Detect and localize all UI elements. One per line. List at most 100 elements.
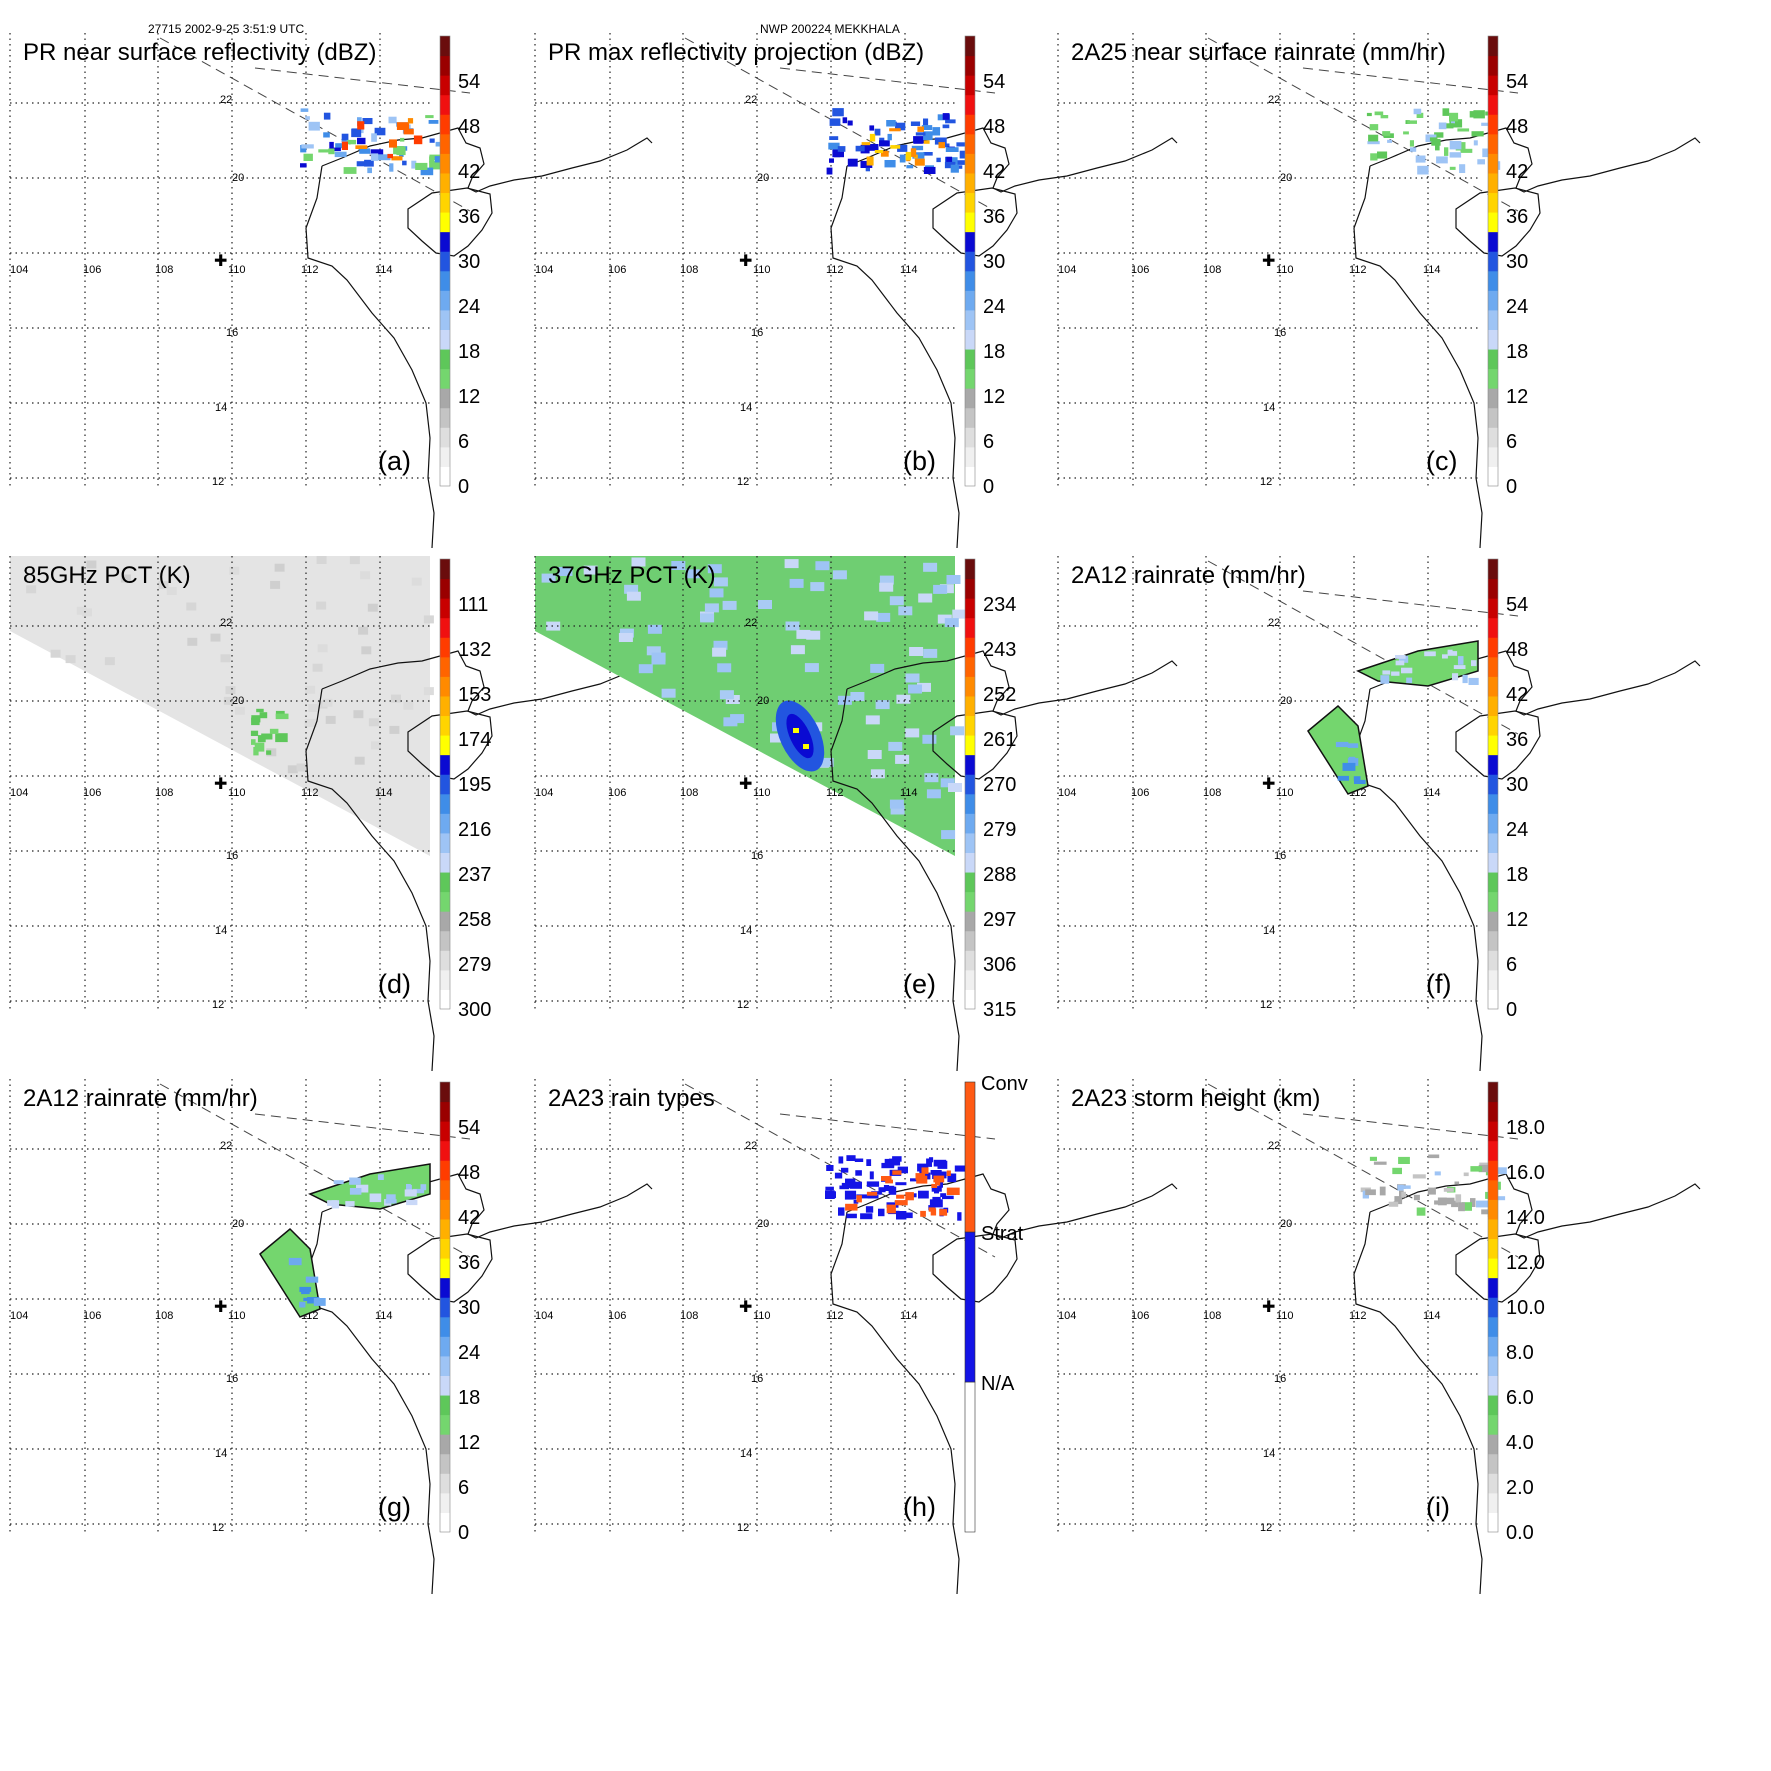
colorbar-segment	[1488, 192, 1498, 213]
rainrate-pixel	[1460, 148, 1473, 153]
reflectivity-pixel	[923, 131, 933, 141]
rainrate-pixel	[1471, 131, 1484, 137]
colorbar-segment	[965, 192, 975, 213]
rainrate-pixel	[1481, 122, 1491, 126]
colorbar-segment	[440, 930, 450, 951]
colorbar-segment	[964, 1081, 976, 1233]
lon-label: 110	[753, 787, 771, 799]
rainrate-pixel	[1431, 138, 1441, 146]
colorbar-segment	[1488, 1395, 1498, 1416]
colorbar-segment	[1488, 1375, 1498, 1396]
lon-label: 114	[1423, 1310, 1441, 1322]
rainrate-pixel	[1415, 155, 1426, 163]
lon-label: 112	[826, 787, 844, 799]
tmi-pixel	[950, 726, 965, 736]
colorbar-segment	[1488, 969, 1498, 990]
reflectivity-pixel	[829, 136, 839, 140]
colorbar-segment	[440, 832, 450, 853]
colorbar-tick: 6	[1506, 431, 1517, 453]
colorbar-tick: 54	[1506, 71, 1528, 93]
reflectivity-pixel	[869, 125, 875, 131]
swath-edge	[1302, 67, 1519, 94]
lon-label: 112	[301, 264, 319, 276]
colorbar-tick: 36	[458, 1252, 480, 1274]
colorbar-tick: 315	[983, 999, 1016, 1021]
lon-label: 110	[1276, 1310, 1294, 1322]
reflectivity-pixel	[826, 167, 833, 175]
tmi-pixel	[316, 556, 327, 564]
reflectivity-pixel	[335, 143, 343, 149]
reflectivity-pixel	[913, 138, 923, 144]
lat-label: 12	[1260, 476, 1272, 488]
colorbar-tick: 18	[1506, 864, 1528, 886]
tmi-pixel	[806, 630, 821, 640]
colorbar-frame	[964, 35, 976, 487]
colorbar-segment	[440, 1297, 450, 1318]
panel-title: 37GHz PCT (K)	[548, 562, 716, 589]
reflectivity-pixel	[923, 140, 930, 144]
colorbar-segment	[440, 1121, 450, 1142]
lat-label: 16	[1274, 850, 1286, 862]
tmi-pixel	[922, 734, 937, 744]
rain-area	[1307, 704, 1369, 795]
lon-label: 114	[900, 1310, 918, 1322]
lon-label: 104	[1058, 787, 1076, 799]
colorbar-segment	[965, 754, 975, 775]
colorbar-segment	[965, 813, 975, 834]
conv-pixel	[885, 1179, 893, 1184]
rainrate-pixel	[1458, 656, 1464, 665]
reflectivity-pixel	[942, 124, 950, 129]
strat-pixel	[893, 1160, 899, 1165]
lon-label: 106	[83, 787, 101, 799]
rainrate-pixel	[1395, 660, 1405, 666]
tmi-pixel	[879, 575, 894, 585]
colorbar-segment	[1488, 754, 1498, 775]
tmi-pixel	[712, 647, 727, 657]
conv-pixel	[921, 1167, 929, 1174]
station-marker: ✚	[739, 774, 752, 793]
colorbar-segment	[440, 1160, 450, 1181]
colorbar-tick: 6	[458, 431, 469, 453]
tmi-pixel	[166, 587, 177, 595]
rainrate-pixel	[420, 1184, 427, 1191]
strat-pixel	[846, 1213, 857, 1219]
colorbar-tick: 2.0	[1506, 1477, 1534, 1499]
tmi-pixel	[926, 789, 941, 799]
colorbar-segment	[440, 231, 450, 252]
colorbar-segment	[1488, 559, 1498, 580]
tmi-pixel	[875, 700, 890, 710]
colorbar-tick: 36	[1506, 206, 1528, 228]
storm-height-pixel	[1427, 1187, 1436, 1195]
colorbar-tick: 12.0	[1506, 1252, 1545, 1274]
tmi-pixel	[923, 562, 938, 572]
storm-height-pixel	[1461, 1202, 1472, 1211]
strat-pixel	[932, 1171, 943, 1179]
rainrate-pixel	[333, 1180, 344, 1185]
colorbar-tick: 12	[458, 386, 480, 408]
reflectivity-pixel	[897, 144, 908, 152]
strat-pixel	[897, 1166, 908, 1174]
strat-pixel	[849, 1181, 862, 1189]
colorbar-segment	[440, 1179, 450, 1200]
tmi-pixel	[867, 750, 882, 759]
reflectivity-pixel	[861, 142, 871, 146]
reflectivity-pixel	[329, 141, 334, 150]
strat-pixel	[855, 1170, 862, 1176]
colorbar-tick: 12	[983, 386, 1005, 408]
storm-height-pixel	[1373, 1161, 1387, 1165]
colorbar-tick: 297	[983, 909, 1016, 931]
colorbar-tick: 6	[458, 1477, 469, 1499]
colorbar-segment	[440, 637, 450, 658]
reflectivity-pixel	[420, 167, 434, 176]
reflectivity-pixel	[343, 167, 357, 174]
rainrate-pixel	[1353, 776, 1361, 782]
strat-pixel	[900, 1212, 913, 1219]
rainrate-pixel	[1370, 153, 1378, 161]
reflectivity-pixel	[407, 118, 414, 124]
tmi-pixel	[423, 615, 434, 624]
colorbar-segment	[440, 911, 450, 932]
colorbar-tick: 261	[983, 729, 1016, 751]
reflectivity-pixel	[341, 141, 348, 150]
reflectivity-pixel	[905, 151, 912, 161]
colorbar-tick: 18	[458, 341, 480, 363]
